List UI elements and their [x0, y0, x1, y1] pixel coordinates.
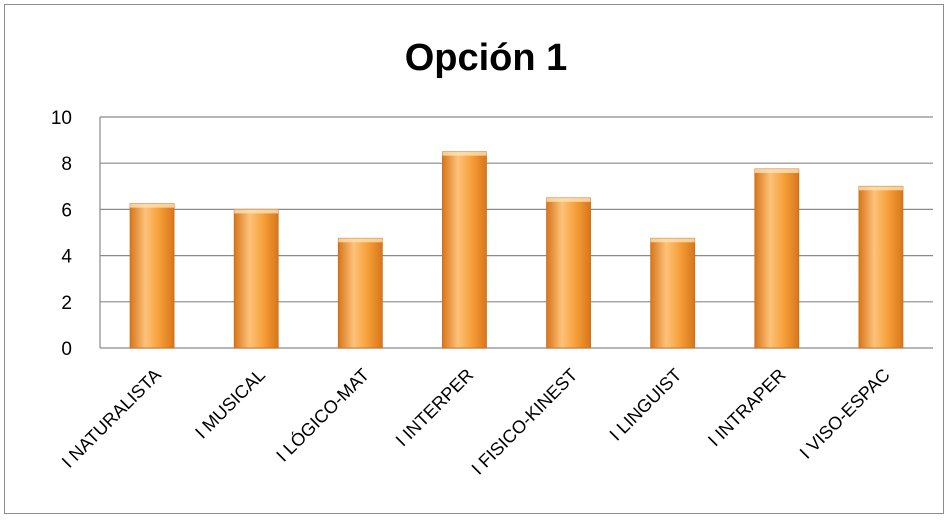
- bars: [129, 151, 904, 349]
- bar-rect: [233, 208, 279, 349]
- bar-highlight: [130, 203, 175, 208]
- bar: [754, 168, 800, 349]
- bar: [650, 237, 696, 349]
- bar: [129, 203, 175, 349]
- x-category-label: I MUSICAL: [191, 365, 269, 443]
- x-category-label: I LINGUIST: [606, 365, 686, 445]
- bar-highlight: [234, 209, 279, 214]
- bar-rect: [754, 168, 800, 349]
- bar: [233, 208, 279, 349]
- bar: [337, 237, 383, 349]
- x-category-label: I INTRAPER: [704, 365, 790, 451]
- bar-highlight: [442, 151, 487, 156]
- bar-highlight: [546, 197, 591, 202]
- y-tick-label: 4: [61, 247, 72, 268]
- y-tick-label: 10: [51, 108, 72, 129]
- bar-rect: [546, 197, 591, 349]
- x-category-label: I FISICO-KINEST: [468, 365, 582, 479]
- y-axis-ticks: 0 2 4 6 8 10: [51, 108, 73, 360]
- y-tick-label: 0: [61, 339, 72, 360]
- x-category-label: I INTERPER: [392, 365, 478, 451]
- chart-title: Opción 1: [405, 37, 568, 79]
- x-axis-labels: I NATURALISTA I MUSICAL I LÓGICO-MAT I INTE…: [58, 364, 894, 479]
- bar-highlight: [650, 238, 695, 243]
- bar: [546, 197, 591, 349]
- bar-highlight: [754, 168, 799, 173]
- bar-rect: [337, 237, 383, 349]
- x-category-label: I NATURALISTA: [58, 365, 165, 472]
- bar: [442, 151, 487, 349]
- y-tick-label: 6: [61, 200, 72, 221]
- x-category-label: I LÓGICO-MAT: [272, 364, 374, 466]
- x-category-label: I VISO-ESPAC: [796, 365, 894, 463]
- gridlines: [99, 116, 933, 349]
- bar-rect: [442, 151, 487, 349]
- bar-rect: [650, 237, 696, 349]
- bar-rect: [129, 203, 175, 349]
- y-tick-label: 2: [61, 293, 72, 314]
- bar-highlight: [858, 186, 903, 191]
- bar-highlight: [338, 238, 383, 243]
- bar-rect: [858, 185, 904, 349]
- bar: [858, 185, 904, 349]
- y-tick-label: 8: [61, 154, 72, 175]
